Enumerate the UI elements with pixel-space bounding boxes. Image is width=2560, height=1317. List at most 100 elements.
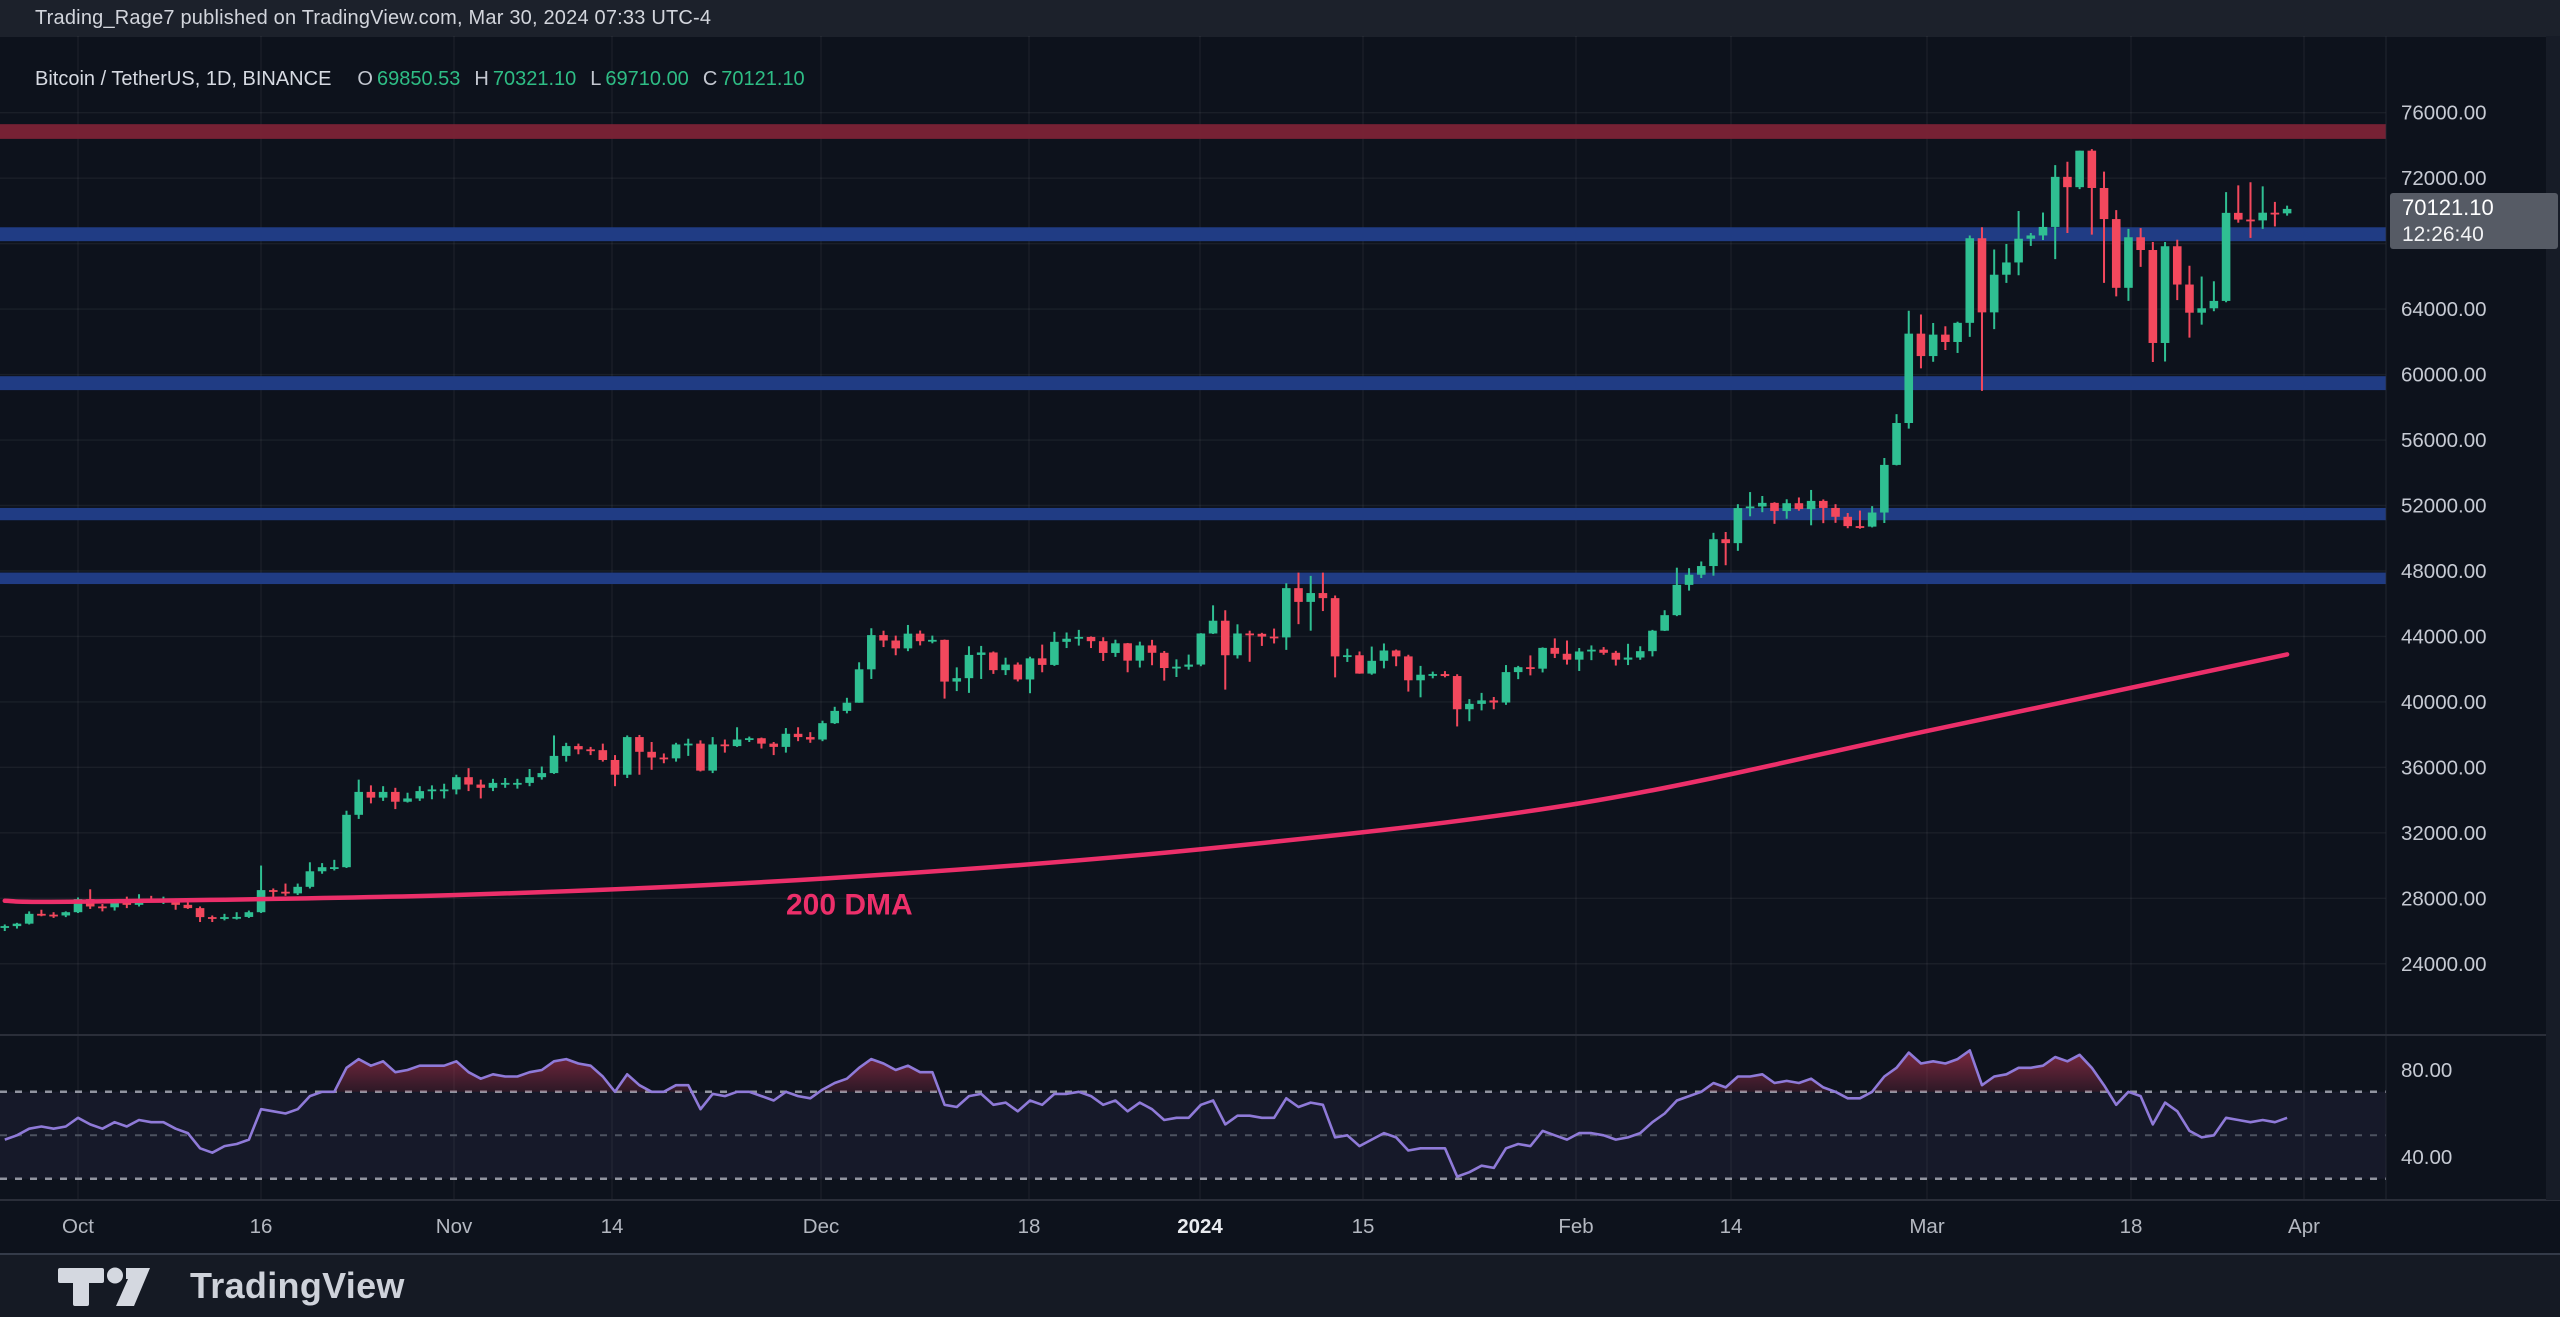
time-tick-label: 14 [601,1215,624,1238]
candle-body [24,913,34,924]
candle-body [879,635,888,641]
symbol-legend[interactable]: Bitcoin / TetherUS, 1D, BINANCE O 69850.… [35,64,805,94]
candle-body [2002,262,2011,275]
price-tick-label: 28000.00 [2401,887,2487,910]
candle-body [891,640,901,649]
candle-body [330,867,339,869]
time-tick-label: 18 [2120,1215,2143,1238]
low-label: L [590,67,602,90]
candle-body [37,913,46,916]
candle-body [696,743,705,771]
candle-body [1233,633,1242,656]
candle-body [1306,593,1316,602]
candle-body [1819,500,1828,508]
price-tick-label: 60000.00 [2401,364,2487,387]
candle-body [952,678,962,682]
time-tick-label: 14 [1720,1215,1743,1238]
candle-body [1892,423,1901,465]
candle-body [842,702,852,711]
close-value: 70121.10 [721,67,805,90]
candle-body [488,782,498,788]
candle-body [1281,588,1291,638]
candle-body [940,639,949,682]
attribution-text: Trading_Rage7 published on TradingView.c… [35,7,712,29]
candle-body [671,744,681,759]
price-tick-label: 48000.00 [2401,560,2487,583]
candle-body [586,749,595,752]
pane-separators [0,36,2560,1201]
candle-body [1440,674,1450,677]
low-value: 69710.00 [605,67,689,90]
candle-body [1135,645,1145,661]
candle-body [976,652,986,655]
time-tick-label: Apr [2288,1215,2320,1238]
time-scale[interactable]: Oct 16 Nov 14 Dec 18 2024 15 Feb 14 Mar 18 Apr [62,1215,2320,1238]
candle-body [610,759,620,775]
price-tick-label: 36000.00 [2401,756,2487,779]
candle-body [1916,333,1926,357]
candle-body [757,738,766,744]
candle-body [1672,584,1682,616]
high-label: H [474,67,489,90]
price-scale[interactable]: 76000.00 72000.00 64000.00 60000.00 56000.00… [2401,102,2487,1169]
candle-body [2026,235,2036,239]
candle-body [12,923,22,927]
candle-body [1733,508,1743,544]
candle-body [98,906,107,909]
candle-body [1428,674,1438,676]
tradingview-logo-icon[interactable] [58,1262,168,1310]
candle-body [2233,212,2243,220]
candle-body [49,914,58,917]
rsi-line [4,1049,2288,1178]
time-tick-label: Oct [62,1215,94,1238]
candle-body [2075,150,2084,188]
candle-body [1538,647,1547,669]
candle-body [635,737,644,752]
candle-body [1330,598,1340,657]
candle-body [1562,653,1572,660]
support-resistance-zones [0,124,2386,585]
price-tick-label: 64000.00 [2401,298,2487,321]
candle-body [1111,643,1120,653]
candle-body [403,798,412,802]
candle-body [1611,652,1621,660]
candle-body [1025,658,1035,680]
candle-body [854,669,864,703]
candle-body [464,777,473,785]
time-tick-label: Mar [1909,1215,1944,1238]
candle-body [1635,651,1645,658]
ma-200-line: 200 DMA [2,652,2290,922]
candle-body [720,744,730,747]
support-zone [0,227,2386,242]
candle-body [1013,664,1023,680]
candle-body [378,791,388,798]
candle-body [2197,308,2206,313]
price-tick-label: 56000.00 [2401,429,2487,452]
candle-body [415,791,425,799]
candle-body [1867,512,1877,527]
candle-body [867,635,876,670]
candle-body [1696,566,1706,575]
rsi-plot [4,1049,2288,1178]
candle-body [1367,660,1377,674]
candle-body [427,789,437,792]
candle-body [1086,636,1096,642]
candle-body [476,784,486,788]
tradingview-wordmark[interactable]: TradingView [190,1265,405,1306]
candle-body [317,867,327,872]
time-tick-label: 18 [1018,1215,1041,1238]
candle-body [1489,700,1499,703]
candle-body [1745,506,1755,509]
candle-body [830,710,840,724]
candle-body [818,723,827,740]
candle-body [1062,638,1071,642]
candle-body [281,891,290,894]
ma-200-path [2,652,2290,905]
candle-body [1147,645,1157,653]
candle-body [1831,507,1840,517]
candle-body [915,633,925,642]
price-tick-label: 40000.00 [2401,691,2487,714]
candle-body [1648,630,1657,652]
candle-body [452,777,461,790]
